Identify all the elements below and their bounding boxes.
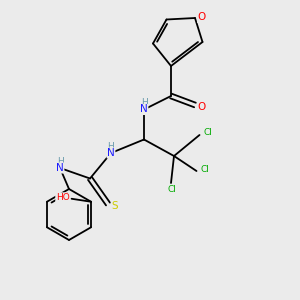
Text: H: H [141,98,147,107]
Text: H: H [57,157,64,166]
Text: N: N [107,148,115,158]
Text: O: O [197,101,206,112]
Text: Cl: Cl [167,184,176,194]
Text: O: O [197,12,206,22]
Text: HO: HO [56,193,70,202]
Text: N: N [140,104,148,115]
Text: Cl: Cl [200,165,209,174]
Text: Cl: Cl [203,128,212,137]
Text: H: H [107,142,114,151]
Text: N: N [56,163,64,173]
Text: S: S [111,201,118,212]
